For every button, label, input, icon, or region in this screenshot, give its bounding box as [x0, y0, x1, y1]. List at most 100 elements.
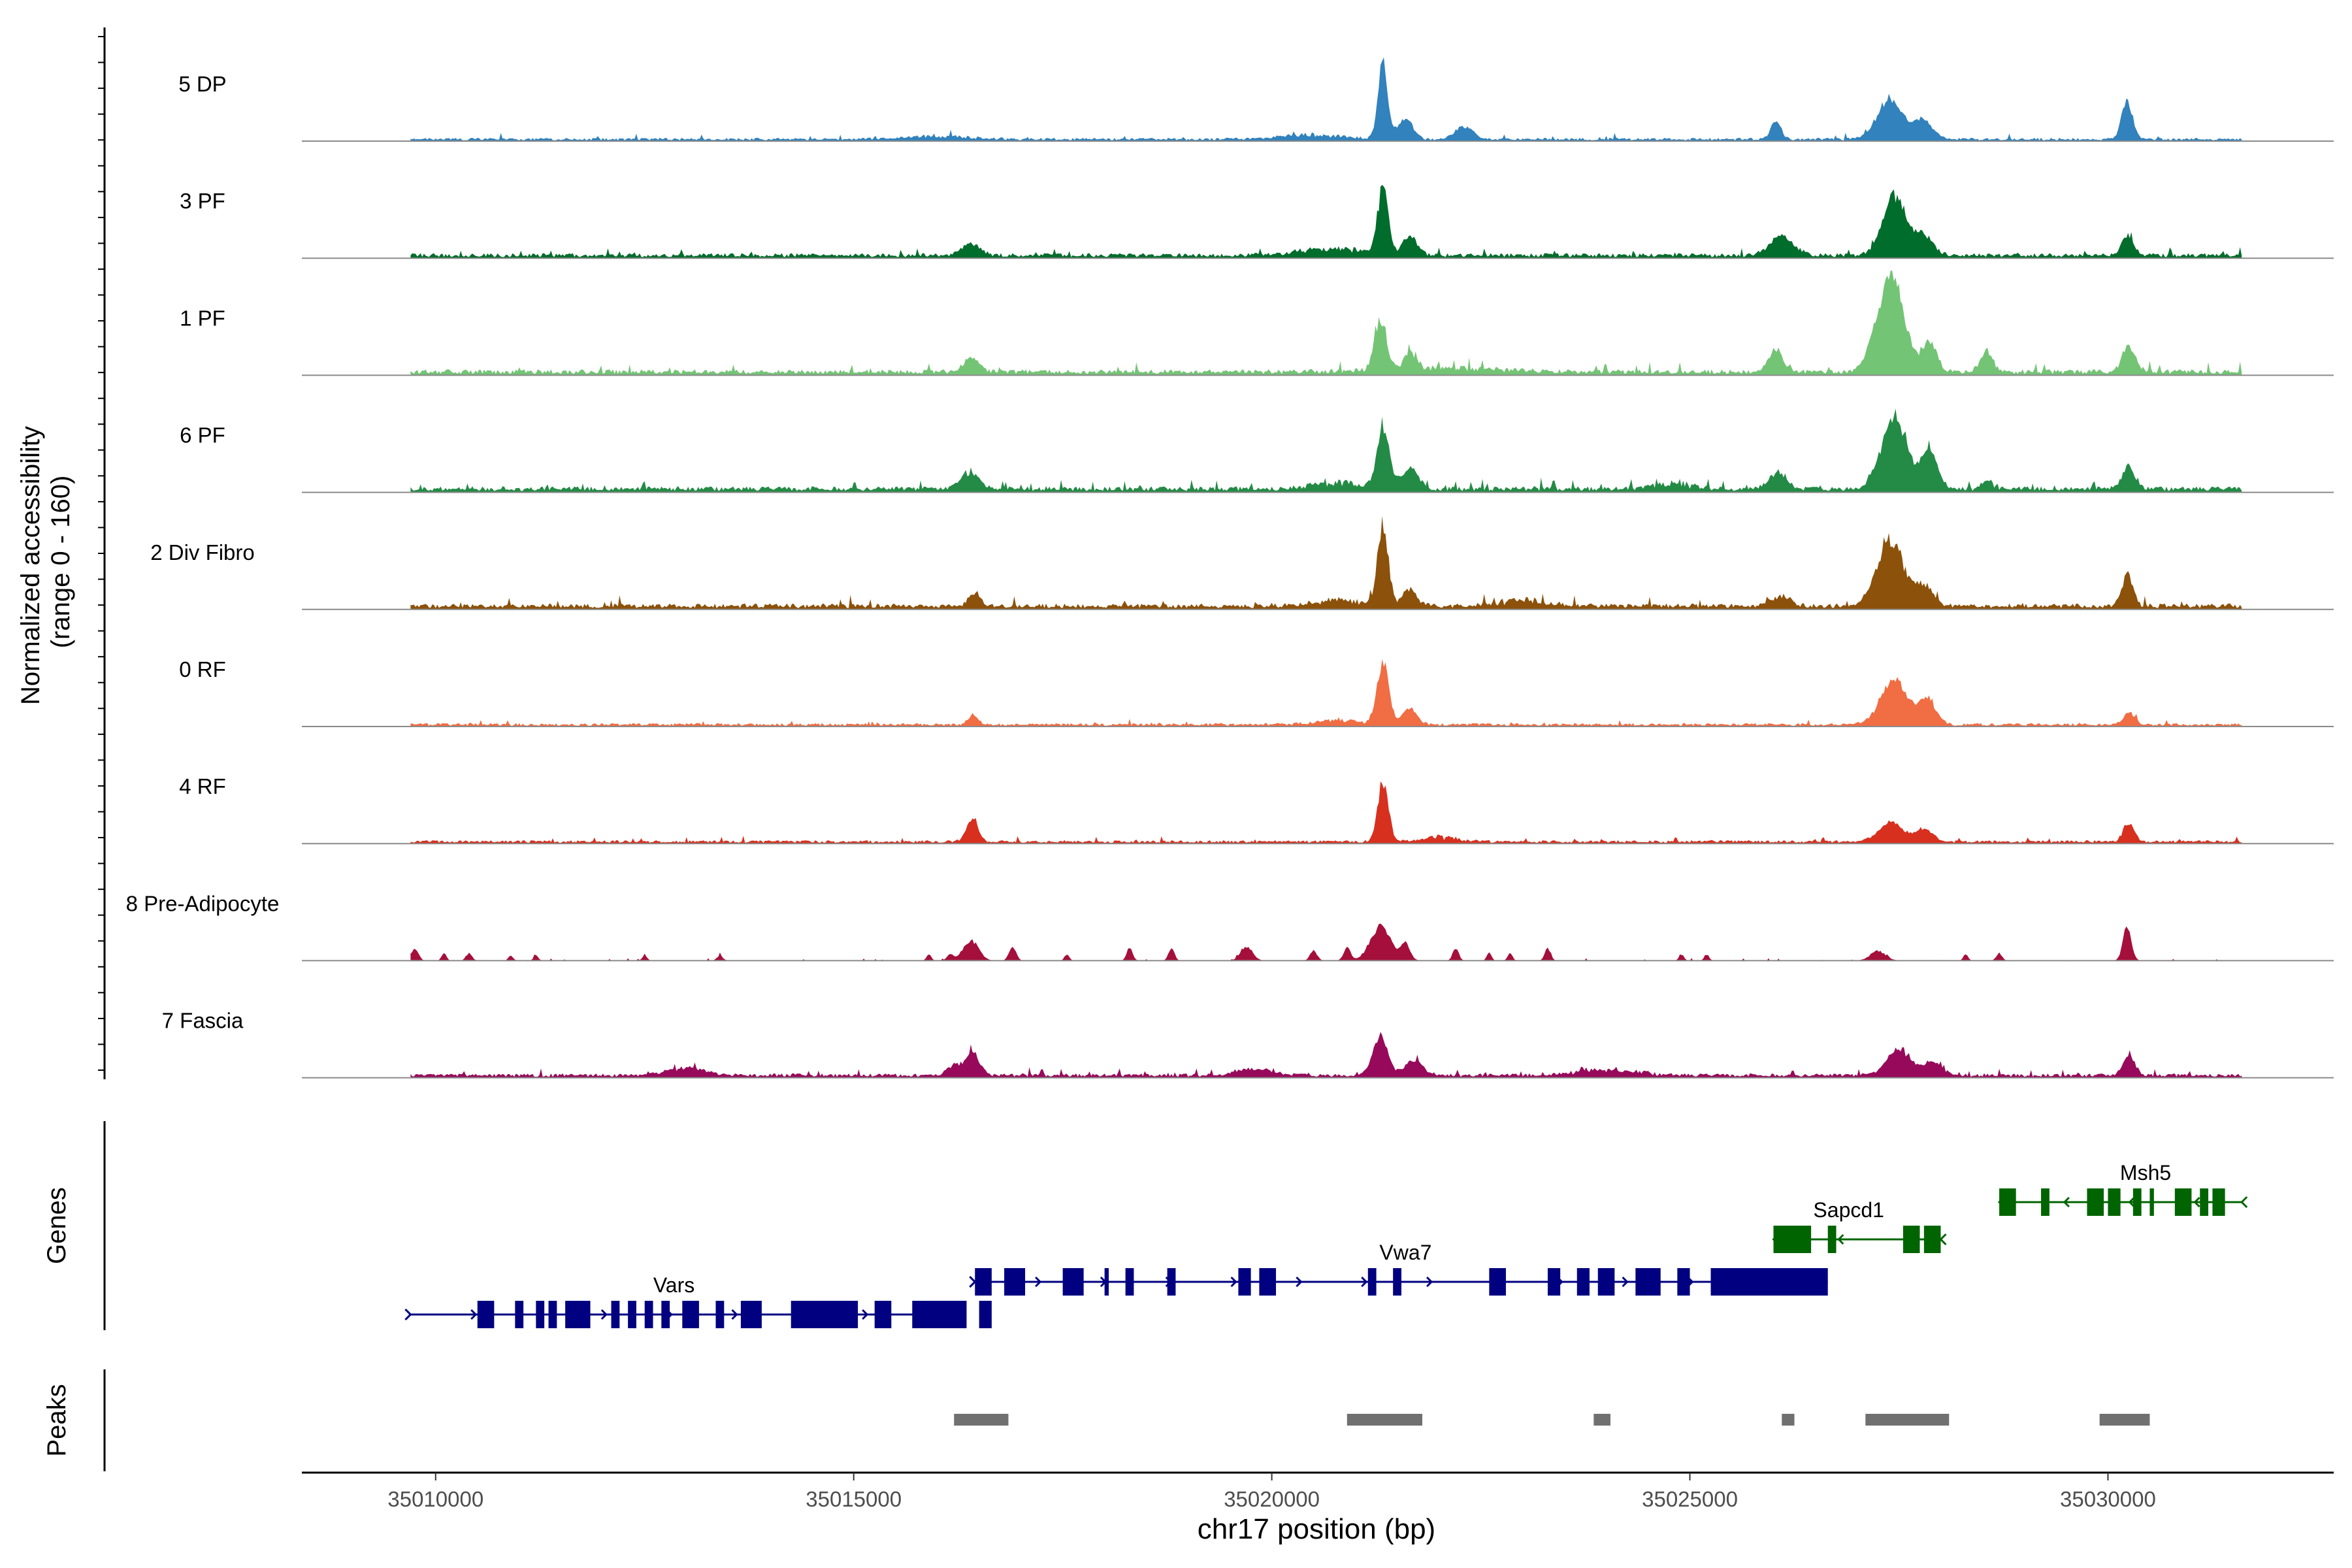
x-axis-ticks: 35010000 35015000 35020000 35025000 35030000	[387, 1473, 2156, 1511]
coverage-area-1-pf	[410, 270, 2242, 376]
strand-arrow	[1426, 1276, 1433, 1288]
exon	[874, 1301, 892, 1328]
exon	[1576, 1268, 1590, 1296]
exon	[1004, 1268, 1026, 1296]
gene-label-vars: Vars	[653, 1273, 694, 1297]
gene-label-vwa7: Vwa7	[1379, 1241, 1431, 1264]
exon	[1999, 1188, 2016, 1216]
peaks-panel: Peaks	[42, 1369, 2150, 1471]
exon	[2200, 1188, 2209, 1216]
strand-arrow	[731, 1309, 738, 1320]
strand-arrow	[470, 1309, 478, 1320]
strand-arrow	[2063, 1196, 2070, 1208]
exon	[1710, 1268, 1828, 1296]
strand-arrow	[1230, 1276, 1237, 1288]
gene-vwa7: Vwa7	[969, 1241, 1828, 1296]
exon	[740, 1301, 762, 1328]
peak-region	[1347, 1414, 1422, 1426]
exon	[1238, 1268, 1251, 1296]
exon	[644, 1301, 653, 1328]
exon	[1827, 1226, 1837, 1253]
exon	[979, 1301, 992, 1328]
exon	[1635, 1268, 1661, 1296]
strand-arrow	[969, 1275, 977, 1288]
exon	[1773, 1226, 1812, 1253]
track-7-fascia: 7 Fascia	[162, 1009, 2334, 1079]
coverage-area-8-pre-adipocyte	[410, 923, 2242, 961]
strand-arrow	[404, 1308, 412, 1321]
track-label-4-rf: 4 RF	[179, 774, 226, 798]
exon	[1547, 1268, 1561, 1296]
strand-arrow	[1361, 1276, 1368, 1288]
exon	[975, 1268, 992, 1296]
strand-arrow	[2193, 1196, 2200, 1208]
x-tick-label: 35020000	[1224, 1487, 1320, 1511]
gene-models: Vars Vwa7 Sapcd1 Msh5	[404, 1161, 2248, 1328]
exon	[1259, 1268, 1277, 1296]
coverage-area-4-rf	[410, 781, 2242, 844]
strand-arrow	[1837, 1233, 1844, 1245]
exon	[1677, 1268, 1690, 1296]
coverage-area-5-dp	[410, 57, 2242, 141]
gene-sapcd1: Sapcd1	[1772, 1198, 1947, 1253]
x-axis-label: chr17 position (bp)	[1198, 1513, 1435, 1545]
coverage-area-6-pf	[410, 408, 2242, 493]
track-1-pf: 1 PF	[180, 270, 2334, 376]
exon	[536, 1301, 545, 1328]
strand-arrow	[1622, 1276, 1629, 1288]
exon	[2087, 1188, 2104, 1216]
exon	[715, 1301, 725, 1328]
track-2-div-fibro: 2 Div Fibro	[150, 515, 2334, 610]
exon	[1903, 1226, 1920, 1253]
exon	[682, 1301, 699, 1328]
accessibility-y-axis	[98, 27, 106, 1079]
exon	[2108, 1188, 2121, 1216]
coverage-area-2-div-fibro	[410, 515, 2242, 610]
peak-region	[954, 1414, 1009, 1426]
exon	[1167, 1268, 1176, 1296]
x-tick-label: 35025000	[1642, 1487, 1738, 1511]
exon	[1062, 1268, 1084, 1296]
strand-arrow	[1296, 1276, 1303, 1288]
track-5-dp: 5 DP	[178, 57, 2334, 142]
strand-arrow	[862, 1309, 869, 1320]
exon	[912, 1301, 967, 1328]
coverage-area-0-rf	[410, 659, 2242, 727]
exon	[1393, 1268, 1401, 1296]
exon	[565, 1301, 591, 1328]
track-3-pf: 3 PF	[180, 185, 2334, 259]
exon	[1597, 1268, 1615, 1296]
peak-region	[1593, 1414, 1610, 1426]
track-label-3-pf: 3 PF	[180, 189, 225, 213]
peak-region	[2099, 1414, 2150, 1426]
exon	[611, 1301, 620, 1328]
exon	[1923, 1226, 1941, 1253]
exon	[661, 1301, 670, 1328]
track-label-5-dp: 5 DP	[178, 72, 226, 96]
peak-region	[1865, 1414, 1950, 1426]
y-axis-label-line-2: (range 0 - 160)	[46, 476, 75, 649]
exon	[548, 1301, 557, 1328]
peak-regions	[954, 1414, 2150, 1426]
coverage-area-3-pf	[410, 185, 2242, 259]
track-0-rf: 0 RF	[179, 657, 2334, 727]
exon	[2041, 1188, 2050, 1216]
exon	[791, 1301, 858, 1328]
track-label-7-fascia: 7 Fascia	[162, 1009, 244, 1033]
strand-arrow	[2128, 1196, 2135, 1208]
strand-arrow	[2240, 1196, 2248, 1209]
accessibility-tracks: 5 DP 3 PF 1 PF 6 PF 2 Div Fibro 0 RF 4 RF 8 Pre…	[126, 57, 2334, 1079]
exon	[2174, 1188, 2192, 1216]
track-label-6-pf: 6 PF	[180, 423, 225, 448]
track-8-pre-adipocyte: 8 Pre-Adipocyte	[126, 891, 2334, 962]
track-label-2-div-fibro: 2 Div Fibro	[150, 540, 255, 564]
exon	[1104, 1268, 1109, 1296]
genes-panel: Genes Vars Vwa7 Sapcd1 Msh5	[42, 1121, 2248, 1330]
x-tick-label: 35010000	[387, 1487, 483, 1511]
track-6-pf: 6 PF	[180, 408, 2334, 493]
strand-arrow	[1035, 1276, 1042, 1288]
exon	[2212, 1188, 2225, 1216]
exon	[477, 1301, 495, 1328]
exon	[515, 1301, 524, 1328]
